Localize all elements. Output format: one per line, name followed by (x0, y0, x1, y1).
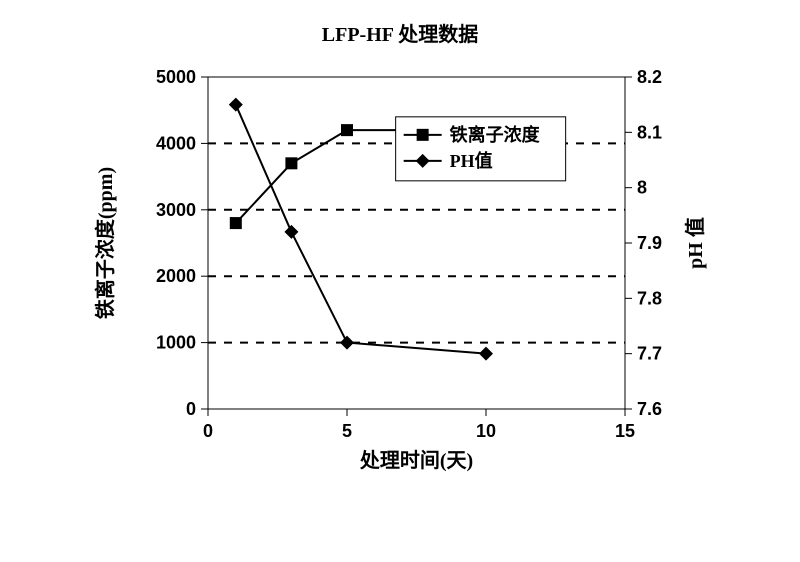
y2-tick-label: 7.9 (637, 233, 662, 253)
x-tick-label: 5 (342, 421, 352, 441)
legend-label: 铁离子浓度 (450, 124, 541, 145)
marker-square (417, 129, 429, 141)
y2-tick-label: 8.1 (637, 122, 662, 142)
chart-svg: 0 5 10 15 处理时间(天) 0 1000 2000 3000 4000 5000 铁离子浓度(… (80, 57, 720, 487)
x-tick-label: 0 (203, 421, 213, 441)
y2-axis-label: pH 值 (683, 217, 707, 269)
y2-tick-label: 7.7 (637, 344, 662, 364)
chart-container: 0 5 10 15 处理时间(天) 0 1000 2000 3000 4000 5000 铁离子浓度(… (80, 57, 720, 492)
legend-label: PH值 (450, 150, 493, 171)
y1-tick-label: 2000 (156, 266, 196, 286)
y2-tick-label: 7.6 (637, 399, 662, 419)
y2-tick-label: 7.8 (637, 288, 662, 308)
x-tick-label: 10 (476, 421, 496, 441)
x-tick-label: 15 (615, 421, 635, 441)
marker-square (230, 217, 242, 229)
x-axis-label: 处理时间(天) (359, 448, 473, 472)
y2-tick-label: 8.2 (637, 67, 662, 87)
y1-tick-label: 4000 (156, 133, 196, 153)
marker-square (285, 157, 297, 169)
chart-title: LFP-HF 处理数据 (322, 18, 478, 47)
y1-axis-label: 铁离子浓度(ppm) (93, 167, 117, 319)
y1-tick-label: 0 (186, 399, 196, 419)
marker-square (341, 124, 353, 136)
y1-tick-label: 5000 (156, 67, 196, 87)
y1-tick-label: 1000 (156, 333, 196, 353)
y2-tick-label: 8 (637, 178, 647, 198)
y1-tick-label: 3000 (156, 200, 196, 220)
